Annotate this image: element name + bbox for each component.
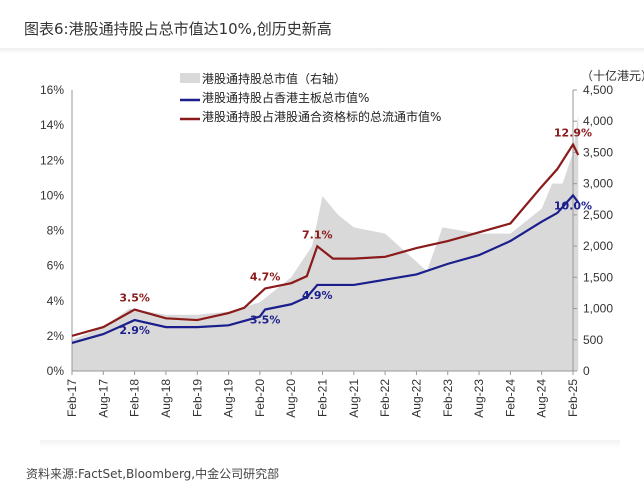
data-label: 3.5% [250,314,281,327]
data-label: 12.9% [554,126,592,139]
right-tick-label: 3,000 [583,177,613,191]
right-tick-label: 3,500 [583,145,613,159]
x-tick-label: Feb-20 [253,379,267,417]
data-label: 4.7% [250,270,281,283]
chart: 0% 2% 4% 6% 8% 10% 12% 14% 16% 0 500 1,000 1,500 2,00… [40,68,644,418]
x-tick-label: Feb-25 [566,379,580,417]
divider [0,48,644,54]
x-tick-label: Aug-23 [472,379,486,418]
data-label: 10.0% [554,199,592,212]
x-tick-label: Feb-18 [128,379,142,417]
source-note: 资料来源:FactSet,Bloomberg,中金公司研究部 [26,467,280,481]
right-tick-label: 4,500 [583,83,613,97]
line-series-main-board-pct [71,193,580,344]
x-tick-label: Feb-17 [65,379,79,417]
left-tick-label: 4% [47,294,65,308]
right-tick-label: 1,000 [583,302,613,316]
x-tick-label: Feb-21 [316,379,330,417]
left-tick-label: 10% [40,188,64,202]
x-tick-label: Aug-24 [535,379,549,418]
x-tick-label: Aug-20 [284,379,298,418]
x-tick-label: Feb-24 [503,379,517,417]
right-tick-label: 2,000 [583,239,613,253]
left-tick-label: 8% [47,224,65,238]
data-label: 7.1% [302,228,333,241]
left-tick-label: 2% [47,329,65,343]
area-series-market-value [72,114,579,371]
x-tick-label: Feb-22 [378,379,392,417]
x-tick-label: Aug-19 [222,379,236,418]
data-label: 2.9% [119,324,150,337]
legend-label: 港股通持股占港股通合资格标的总流通市值% [202,109,441,124]
right-axis-unit: （十亿港元） [581,68,644,83]
data-label: 3.5% [119,292,150,305]
x-tick-label: Feb-19 [190,379,204,417]
left-tick-label: 0% [47,364,65,378]
legend-label: 港股通持股占香港主板总市值% [202,90,369,105]
left-tick-label: 16% [40,83,64,97]
line-series-eligible-pct [71,142,580,337]
x-tick-label: Aug-17 [96,379,110,418]
figure-title: 图表6:港股通持股占总市值达10%,创历史新高 [24,20,332,38]
x-tick-label: Aug-18 [159,379,173,418]
left-tick-label: 14% [40,118,64,132]
divider [40,440,620,448]
right-tick-label: 4,000 [583,114,613,128]
left-tick-label: 12% [40,153,64,167]
left-tick-label: 6% [47,259,65,273]
x-tick-label: Aug-22 [409,379,423,418]
x-tick-label: Feb-23 [441,379,455,417]
data-label: 4.9% [302,289,333,302]
x-tick-label: Aug-21 [347,379,361,418]
right-tick-label: 1,500 [583,270,613,284]
legend-swatch-area [180,73,200,83]
right-tick-label: 2,500 [583,208,613,222]
right-tick-label: 0 [583,364,590,378]
right-tick-label: 500 [583,333,603,347]
legend-label: 港股通持股总市值（右轴） [202,71,346,86]
